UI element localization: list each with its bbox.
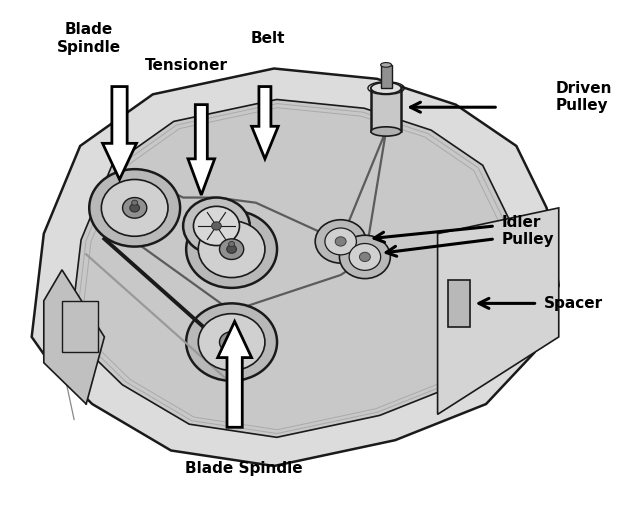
Circle shape bbox=[89, 169, 180, 247]
Circle shape bbox=[349, 243, 381, 270]
Text: Driven
Pulley: Driven Pulley bbox=[556, 80, 612, 113]
Polygon shape bbox=[71, 100, 519, 438]
Circle shape bbox=[101, 180, 168, 236]
Circle shape bbox=[220, 239, 244, 260]
Circle shape bbox=[186, 211, 277, 288]
Polygon shape bbox=[32, 69, 558, 466]
Bar bbox=[62, 301, 99, 352]
Polygon shape bbox=[218, 321, 251, 427]
Circle shape bbox=[335, 237, 346, 246]
Circle shape bbox=[220, 332, 244, 352]
Circle shape bbox=[198, 221, 265, 278]
Circle shape bbox=[228, 334, 235, 339]
Text: Blade Spindle: Blade Spindle bbox=[185, 461, 303, 476]
Polygon shape bbox=[44, 270, 104, 404]
Circle shape bbox=[198, 313, 265, 371]
Circle shape bbox=[228, 241, 235, 247]
Circle shape bbox=[315, 220, 366, 263]
Text: Idler
Pulley: Idler Pulley bbox=[501, 215, 554, 248]
Ellipse shape bbox=[371, 127, 401, 136]
Circle shape bbox=[212, 222, 222, 230]
Text: Tensioner: Tensioner bbox=[145, 59, 228, 73]
Circle shape bbox=[359, 252, 370, 262]
Text: Belt: Belt bbox=[251, 31, 285, 46]
Circle shape bbox=[325, 228, 356, 255]
Circle shape bbox=[186, 304, 277, 381]
Text: Spacer: Spacer bbox=[544, 296, 603, 311]
Polygon shape bbox=[251, 87, 278, 159]
Circle shape bbox=[227, 338, 236, 346]
Polygon shape bbox=[102, 87, 137, 180]
Bar bbox=[381, 65, 391, 88]
Circle shape bbox=[339, 235, 391, 279]
Ellipse shape bbox=[371, 83, 401, 94]
Circle shape bbox=[122, 198, 147, 218]
Text: Blade
Spindle: Blade Spindle bbox=[57, 22, 121, 55]
Circle shape bbox=[130, 204, 140, 212]
Circle shape bbox=[132, 200, 138, 206]
Bar bbox=[371, 88, 401, 131]
Circle shape bbox=[183, 198, 250, 254]
Polygon shape bbox=[437, 208, 558, 414]
Circle shape bbox=[227, 245, 236, 253]
Polygon shape bbox=[448, 280, 470, 326]
Ellipse shape bbox=[381, 63, 391, 67]
Polygon shape bbox=[188, 105, 215, 195]
Circle shape bbox=[193, 207, 240, 245]
